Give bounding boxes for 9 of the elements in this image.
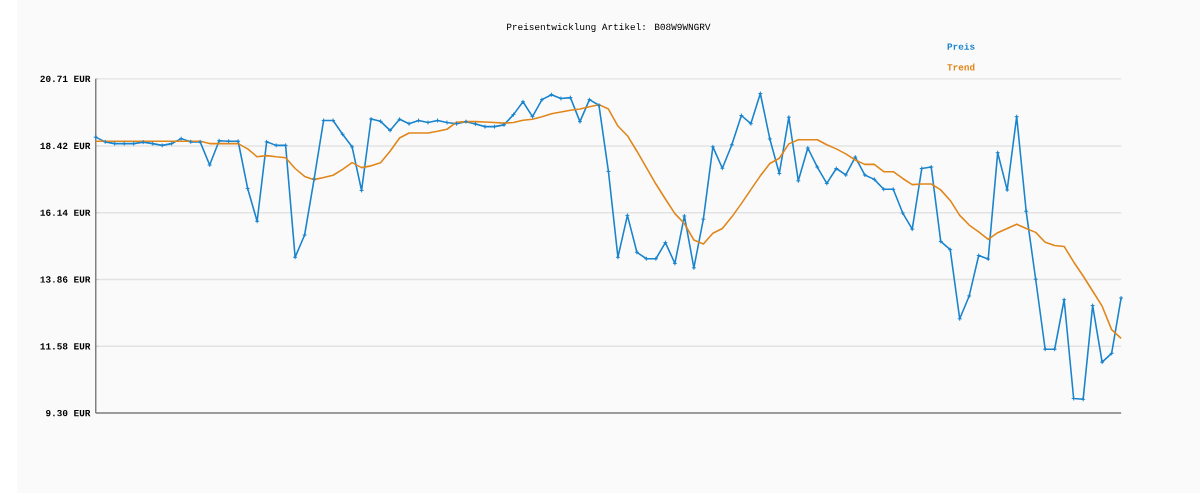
y-tick-label: 16.14 EUR (40, 209, 91, 216)
y-tick-label: 13.86 EUR (40, 276, 91, 283)
text: Trend (947, 63, 975, 71)
y-tick-label: 20.71 EUR (40, 75, 91, 83)
y-tick-label: 11.58 EUR (40, 343, 91, 350)
y-tick-label: 9.30 EUR (46, 409, 91, 417)
y-tick-label: 18.42 EUR (40, 142, 91, 150)
text: Preis (947, 42, 975, 50)
chart-title: Preisentwicklung Artikel: B08W9WNGRV (507, 23, 711, 32)
